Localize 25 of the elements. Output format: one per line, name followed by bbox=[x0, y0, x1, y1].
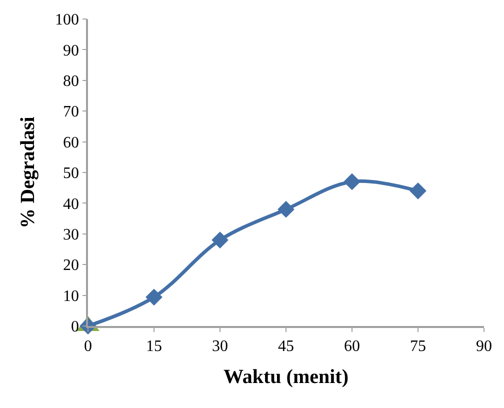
x-axis-title: Waktu (menit) bbox=[224, 366, 348, 388]
x-tick-label: 90 bbox=[476, 338, 492, 355]
x-tick-label: 0 bbox=[84, 338, 92, 355]
x-tick-label: 45 bbox=[278, 338, 294, 355]
y-tick-label: 90 bbox=[63, 42, 80, 60]
point bbox=[212, 232, 228, 248]
point bbox=[146, 288, 162, 306]
y-tick-label: 80 bbox=[63, 73, 80, 90]
y-axis-title: % Degradasi bbox=[17, 116, 40, 228]
point bbox=[410, 182, 426, 200]
y-tick-label: 60 bbox=[63, 134, 80, 152]
x-tick-label: 15 bbox=[146, 338, 162, 355]
point bbox=[278, 200, 294, 218]
y-tick-label: 20 bbox=[63, 257, 80, 274]
y-tick-label: 0 bbox=[71, 318, 80, 336]
y-tick-label: 10 bbox=[63, 288, 80, 305]
x-tick-label: 30 bbox=[212, 338, 228, 355]
point bbox=[344, 173, 360, 190]
y-tick-label: 100 bbox=[55, 12, 80, 29]
x-tick-label: 60 bbox=[344, 338, 360, 355]
y-tick-label: 70 bbox=[63, 104, 80, 121]
x-tick-label: 75 bbox=[410, 338, 426, 355]
y-tick-label: 40 bbox=[63, 196, 80, 213]
y-tick-label: 50 bbox=[63, 165, 80, 182]
y-tick-label: 30 bbox=[63, 226, 80, 244]
